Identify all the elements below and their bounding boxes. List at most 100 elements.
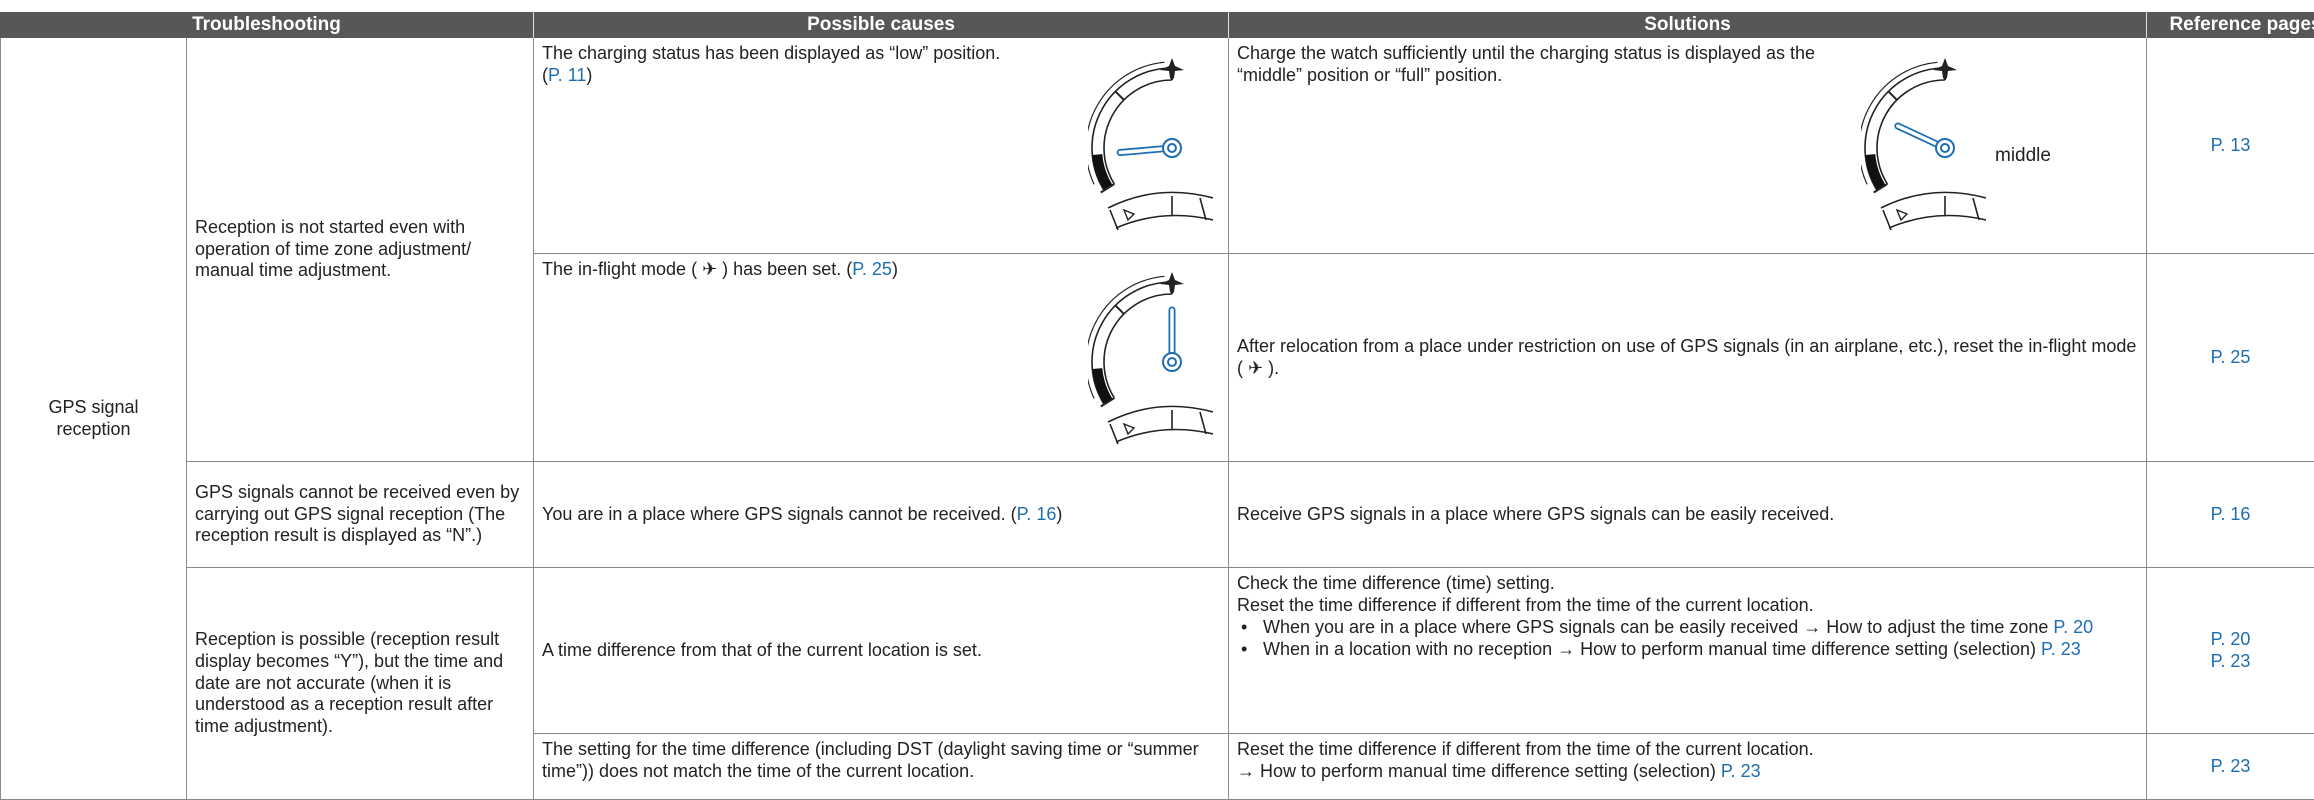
text: ) (586, 64, 593, 85)
text: Reset the time difference if different f… (1237, 739, 1814, 759)
reference-link[interactable]: P. 25 (2210, 346, 2251, 367)
reference-cell: P. 13 (2147, 38, 2314, 254)
dial-part (1940, 143, 1950, 153)
reference-link[interactable]: P. 20 (2210, 628, 2251, 649)
dial-part (1880, 191, 1986, 229)
dial-part (1167, 357, 1177, 367)
symptom-cell: Reception is not started even with opera… (187, 38, 534, 462)
dial-part (1122, 422, 1136, 436)
paragraph: The setting for the time difference (inc… (542, 739, 1220, 783)
solution-cell: After relocation from a place under rest… (1229, 254, 2147, 462)
text: → How to perform manual time difference … (1237, 760, 1721, 781)
dial-part (1122, 208, 1136, 222)
text: ) (891, 259, 898, 279)
text: After relocation from a place under rest… (1237, 335, 2137, 378)
category-text: GPS signal reception (48, 396, 139, 439)
dial-part (1092, 154, 1113, 191)
symptom-text: Reception is possible (reception result … (195, 628, 504, 737)
symptom-cell: Reception is possible (reception result … (187, 568, 534, 800)
header-text: Possible causes (807, 14, 955, 36)
header-cell: Troubleshooting (0, 12, 534, 38)
paragraph: Check the time difference (time) setting… (1237, 573, 2138, 595)
header-cell: Possible causes (534, 12, 1229, 38)
header-text: Troubleshooting (192, 14, 341, 36)
text: ( (542, 64, 548, 85)
text: Charge the watch sufficiently until the … (1237, 43, 1815, 85)
dial-part (1103, 79, 1173, 185)
text: When in a location with no reception → H… (1263, 638, 2042, 659)
dial-part (1873, 183, 1888, 194)
dial-illustration (1088, 272, 1213, 445)
text: The in-flight mode ( ✈ ) has been set. ( (542, 259, 853, 279)
dial-part (1160, 272, 1184, 294)
page-link[interactable]: P. 16 (1016, 503, 1057, 524)
dial-part (1895, 208, 1909, 222)
header-cell: Reference pages (2147, 12, 2314, 38)
dial-part (1107, 191, 1213, 229)
dial-part (1114, 90, 1125, 101)
cause-cell: The charging status has been displayed a… (534, 38, 1229, 254)
text: Check the time difference (time) setting… (1237, 573, 1555, 593)
dial-part (1167, 143, 1177, 153)
text: The setting for the time difference (inc… (542, 739, 1199, 781)
bullet-item: When in a location with no reception → H… (1237, 639, 2138, 661)
reference-link[interactable]: P. 13 (2210, 134, 2251, 155)
reference-cell: P. 25 (2147, 254, 2314, 462)
bullet-item: When you are in a place where GPS signal… (1237, 617, 2138, 639)
paragraph: (P. 11) (542, 65, 1220, 87)
cause-cell: You are in a place where GPS signals can… (534, 462, 1229, 568)
text: A time difference from that of the curre… (542, 639, 982, 660)
dial-part (1162, 138, 1182, 158)
text: Receive GPS signals in a place where GPS… (1237, 503, 1835, 524)
dial-illustration (1088, 58, 1213, 231)
dial-part (1887, 90, 1898, 101)
symptom-text: Reception is not started even with opera… (195, 216, 472, 281)
dial-part (1100, 183, 1115, 194)
dial-part (1861, 61, 1938, 185)
dial-part (1162, 352, 1182, 372)
cause-cell: The in-flight mode ( ✈ ) has been set. (… (534, 254, 1229, 462)
paragraph: After relocation from a place under rest… (1237, 336, 2138, 380)
symptom-text: GPS signals cannot be received even by c… (195, 481, 520, 546)
text: When you are in a place where GPS signal… (1263, 616, 2054, 637)
symptom-cell: GPS signals cannot be received even by c… (187, 462, 534, 568)
paragraph: The charging status has been displayed a… (542, 43, 1220, 65)
dial-part (1865, 154, 1886, 191)
dial-part (1933, 58, 1957, 80)
page-link[interactable]: P. 25 (852, 259, 892, 279)
reference-link[interactable]: P. 16 (2210, 503, 2251, 524)
dial-part (1088, 275, 1165, 399)
solution-cell: Reset the time difference if different f… (1229, 734, 2147, 800)
paragraph: Reset the time difference if different f… (1237, 739, 2138, 761)
dial-part (1103, 293, 1173, 399)
dial-label: middle (1995, 145, 2051, 166)
paragraph: Reset the time difference if different f… (1237, 595, 2138, 617)
text: You are in a place where GPS signals can… (542, 503, 1017, 524)
paragraph: You are in a place where GPS signals can… (542, 504, 1220, 526)
text: Reset the time difference if different f… (1237, 594, 1814, 615)
reference-link[interactable]: P. 23 (2210, 650, 2251, 671)
paragraph: Charge the watch sufficiently until the … (1237, 43, 1867, 87)
page-link[interactable]: P. 23 (1720, 760, 1761, 781)
paragraph: A time difference from that of the curre… (542, 640, 1220, 662)
cause-cell: A time difference from that of the curre… (534, 568, 1229, 734)
header-text: Solutions (1644, 14, 1731, 36)
page-link[interactable]: P. 23 (2041, 638, 2081, 659)
text: The charging status has been displayed a… (542, 43, 1001, 63)
dial-part (1100, 397, 1115, 408)
category-cell: GPS signal reception (0, 38, 187, 800)
cause-cell: The setting for the time difference (inc… (534, 734, 1229, 800)
text: ) (1056, 503, 1063, 524)
solution-cell: Charge the watch sufficiently until the … (1229, 38, 2147, 254)
page-link[interactable]: P. 20 (2053, 616, 2094, 637)
reference-cell: P. 23 (2147, 734, 2314, 800)
dial-part (1107, 405, 1213, 443)
dial-part (1876, 79, 1946, 185)
dial-part (1882, 196, 1980, 231)
dial-part (1088, 61, 1165, 185)
reference-link[interactable]: P. 23 (2210, 755, 2251, 776)
page-link[interactable]: P. 11 (548, 64, 587, 85)
dial-part (1935, 138, 1955, 158)
reference-cell: P. 20 P. 23 (2147, 568, 2314, 734)
